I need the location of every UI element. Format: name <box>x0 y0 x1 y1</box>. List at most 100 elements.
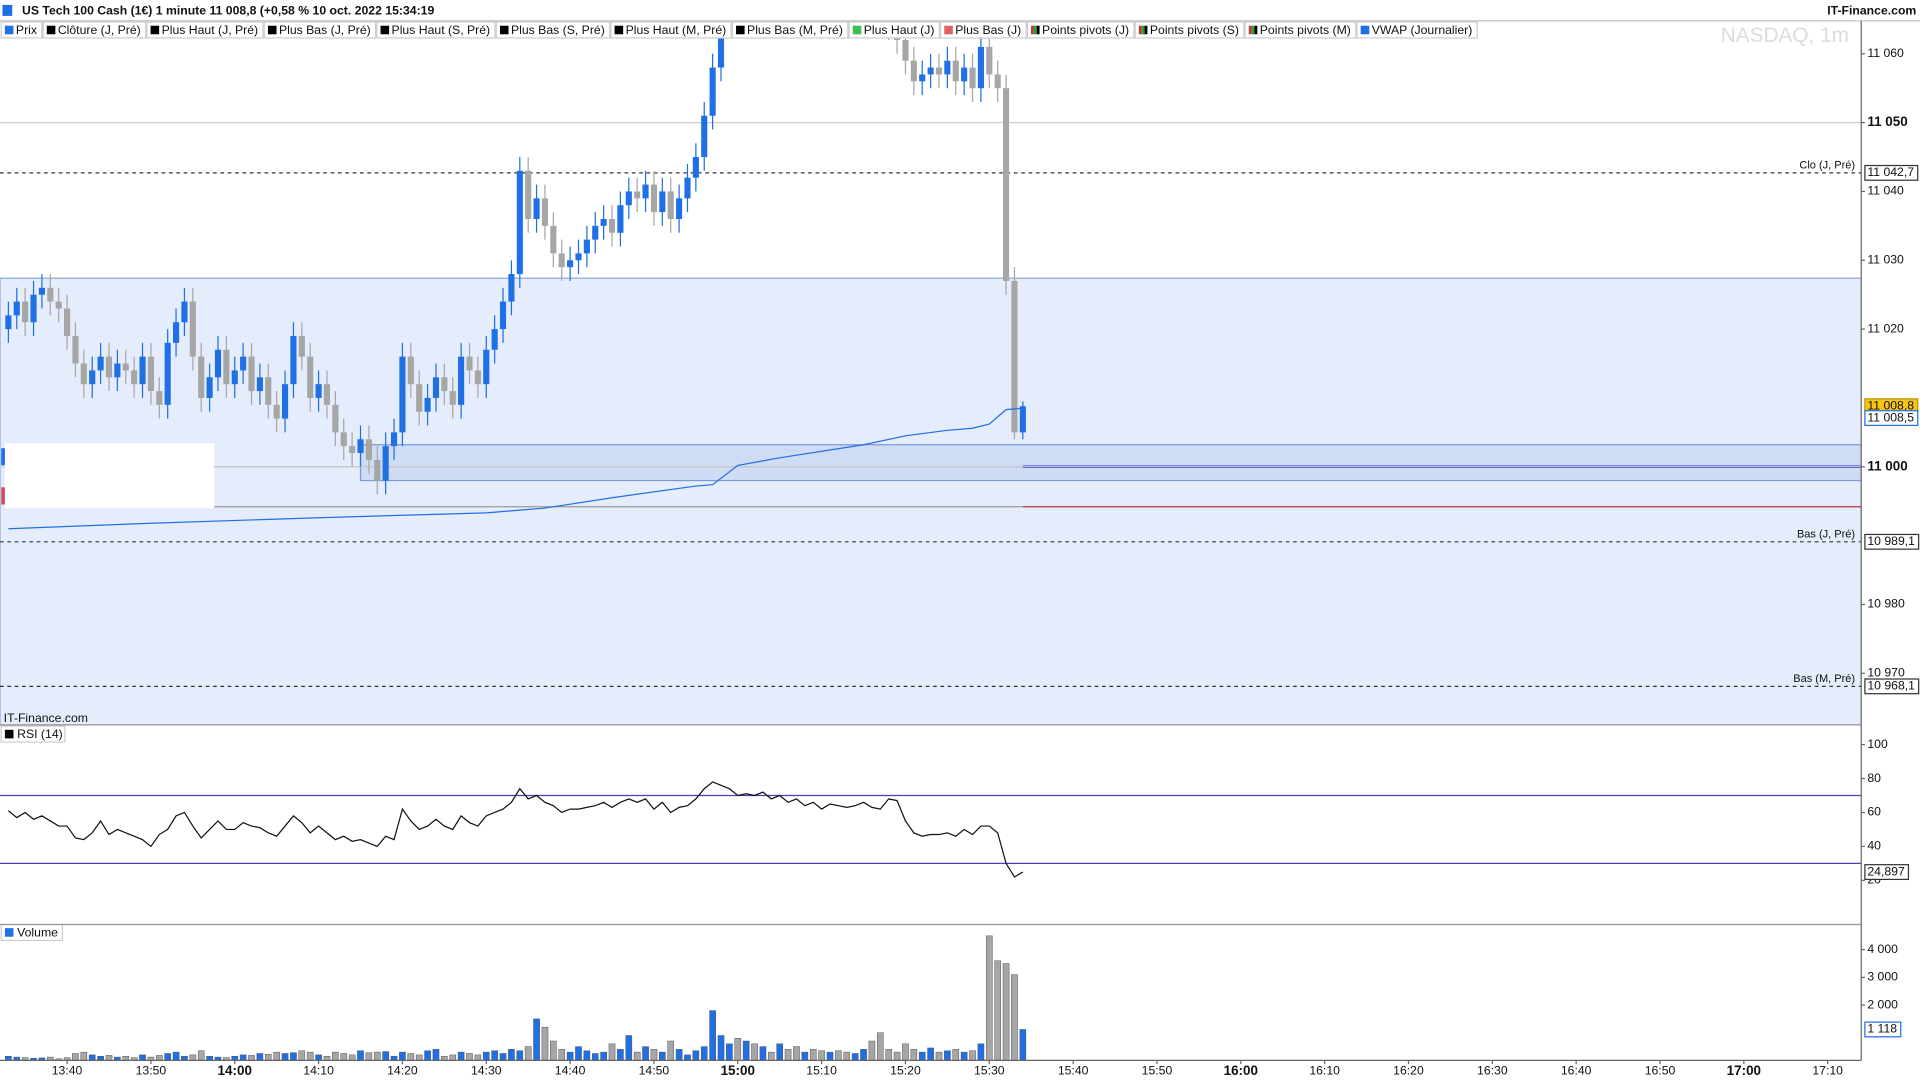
candle-body <box>717 37 725 68</box>
candle-body <box>852 0 858 12</box>
y-tick-label: 2 000 <box>1867 997 1898 1011</box>
volume-bar <box>499 1053 507 1061</box>
candle-body <box>30 294 37 323</box>
volume-bar <box>348 1054 356 1061</box>
level-name: Bas (J, Pré) <box>1797 528 1855 540</box>
legend-item: Plus Haut (S, Pré) <box>376 21 496 39</box>
legend-swatch <box>614 25 624 35</box>
legend-swatch <box>46 25 56 35</box>
watermark: NASDAQ, 1m <box>1721 24 1849 47</box>
candle-body <box>676 198 683 219</box>
panel-swatch <box>4 729 14 739</box>
volume-bar <box>457 1051 465 1061</box>
volume-bar <box>390 1056 398 1061</box>
legend-swatch <box>1251 25 1255 35</box>
legend-label: Points pivots (S) <box>1150 23 1239 37</box>
candle-body <box>198 356 205 398</box>
source-label: IT-Finance.com <box>4 711 88 725</box>
x-tick-label: 15:30 <box>974 1064 1005 1078</box>
volume-bar <box>491 1050 498 1061</box>
x-tick-label: 16:10 <box>1309 1064 1340 1078</box>
volume-bar <box>625 1035 633 1061</box>
candle-body <box>491 329 498 350</box>
header-brand: IT-Finance.com <box>1827 3 1916 17</box>
candle-body <box>1003 88 1010 281</box>
candle-body <box>122 363 129 371</box>
volume-bar <box>818 1050 825 1061</box>
candle-body <box>650 184 658 213</box>
volume-bar <box>734 1038 742 1061</box>
volume-bar <box>717 1035 725 1061</box>
volume-bar <box>751 1043 758 1061</box>
legend-swatch <box>1254 25 1258 35</box>
candle-body <box>466 356 473 371</box>
volume-bar <box>5 1056 12 1061</box>
candle-body <box>89 370 96 385</box>
legend-label: Prix <box>16 23 37 37</box>
value-label-box <box>1864 1021 1902 1038</box>
legend-swatch <box>1144 25 1148 35</box>
legend-label: Plus Haut (M, Pré) <box>626 23 727 37</box>
header-title: US Tech 100 Cash (1€) 1 minute 11 008,8 … <box>22 3 434 17</box>
legend-item: Clôture (J, Pré) <box>42 21 147 39</box>
candle-body <box>189 301 196 357</box>
volume-bar <box>709 1010 716 1061</box>
y-tick-label: 11 040 <box>1867 184 1904 198</box>
candle-body <box>541 198 549 226</box>
volume-bar <box>659 1051 666 1061</box>
candle-body <box>38 287 45 295</box>
volume-bar <box>88 1054 96 1061</box>
panel-title: Volume <box>17 925 58 939</box>
legend-swatch <box>1031 25 1034 35</box>
zone <box>359 444 1862 482</box>
volume-bar <box>994 960 1001 1061</box>
volume-bar <box>382 1051 389 1061</box>
legend-swatch <box>1360 25 1370 35</box>
panel-title: RSI (14) <box>17 727 63 741</box>
legend-label: Plus Haut (J, Pré) <box>162 23 259 37</box>
volume-bar <box>684 1054 691 1061</box>
volume-bar <box>256 1053 264 1061</box>
volume-bar <box>474 1054 482 1061</box>
x-tick-label: 16:00 <box>1224 1063 1258 1078</box>
value-label-box <box>1864 678 1920 695</box>
legend-box <box>1026 21 1135 39</box>
candle-body <box>625 191 632 206</box>
candle-body <box>667 191 674 219</box>
candle-body <box>927 67 934 75</box>
volume-bar <box>809 1049 817 1061</box>
candle-body <box>986 46 993 75</box>
volume-bar <box>80 1051 88 1061</box>
side-marker <box>1 448 5 466</box>
volume-bar <box>424 1050 431 1061</box>
legend-swatch <box>944 25 953 35</box>
volume-bar <box>700 1046 708 1061</box>
volume-bar <box>399 1051 406 1061</box>
volume-bar <box>860 1049 867 1061</box>
candle-body <box>156 391 163 405</box>
volume-bar <box>516 1050 524 1061</box>
candle-body <box>935 67 943 75</box>
candle-body <box>340 432 347 447</box>
candle-body <box>147 356 154 392</box>
volume-bar <box>633 1051 641 1061</box>
volume-bar <box>969 1050 976 1061</box>
volume-bar <box>600 1051 607 1061</box>
volume-bar <box>340 1053 348 1061</box>
candle-body <box>533 198 540 219</box>
candle-body <box>634 191 641 199</box>
legend-swatch <box>380 25 390 35</box>
candle-body <box>131 370 138 385</box>
volume-bar <box>910 1049 918 1061</box>
levels-layer: Clo (J, Pré) Bas (J, Pré) Bas (M, Pré) <box>0 122 1862 865</box>
legend-box <box>1134 21 1245 39</box>
legend-swatch <box>267 25 277 35</box>
volume-bar <box>306 1051 314 1061</box>
y-tick-label: 40 <box>1867 839 1881 853</box>
volume-bar <box>1011 974 1018 1061</box>
candle-body <box>248 356 255 392</box>
volume-bar <box>550 1040 557 1061</box>
legend-label: VWAP (Journalier) <box>1372 23 1473 37</box>
candle-body <box>173 322 180 343</box>
volume-bar <box>298 1050 306 1061</box>
